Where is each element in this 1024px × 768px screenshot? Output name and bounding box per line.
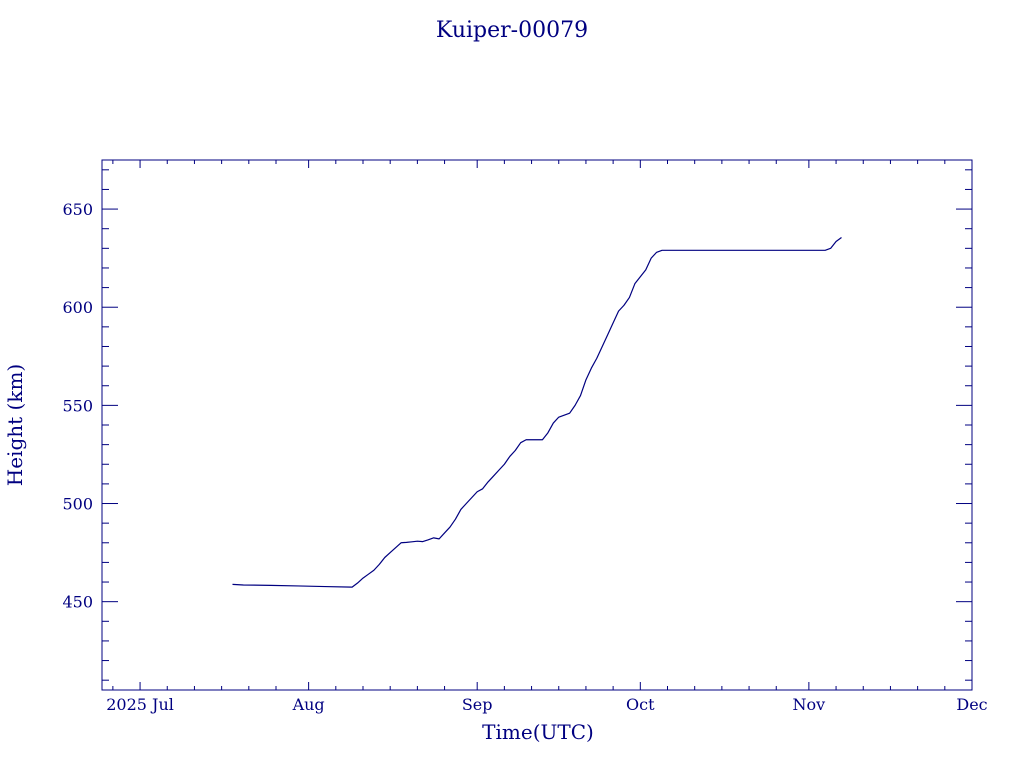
y-tick-label: 500 — [62, 495, 93, 514]
x-tick-label: 2025 Jul — [106, 695, 174, 714]
y-tick-label: 550 — [62, 396, 93, 415]
y-tick-label: 450 — [62, 593, 93, 612]
x-tick-label: Nov — [793, 695, 826, 714]
x-axis-label: Time(UTC) — [482, 720, 594, 744]
x-tick-label: Aug — [292, 695, 325, 714]
x-axis-ticks — [112, 160, 973, 690]
x-tick-label: Dec — [956, 695, 987, 714]
y-tick-label: 650 — [62, 200, 93, 219]
plot-frame — [101, 159, 973, 691]
y-axis-ticks — [102, 169, 972, 681]
y-axis-label: Height (km) — [3, 364, 27, 486]
x-tick-label: Sep — [462, 695, 493, 714]
x-axis-tick-labels: 2025 Jul Aug Sep Oct Nov Dec — [106, 695, 987, 714]
chart-title: Kuiper-00079 — [436, 18, 588, 43]
height-series-line — [232, 237, 842, 588]
x-tick-label: Oct — [626, 695, 655, 714]
y-axis-tick-labels: 450 500 550 600 650 — [62, 200, 93, 612]
y-tick-label: 600 — [62, 298, 93, 317]
